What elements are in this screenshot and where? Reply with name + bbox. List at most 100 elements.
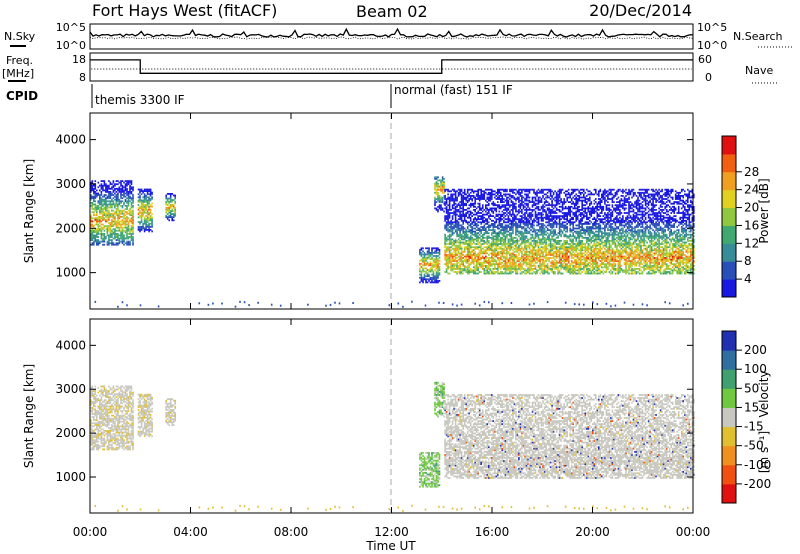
power-echo-point: [435, 184, 438, 186]
power-echo-point: [503, 264, 505, 267]
power-echo-point: [566, 190, 568, 193]
power-echo-point: [148, 219, 150, 222]
power-echo-point: [501, 240, 504, 242]
power-echo-point: [522, 254, 525, 256]
power-echo-point: [111, 239, 113, 241]
power-echo-point: [534, 243, 537, 245]
power-echo-point: [466, 252, 469, 255]
power-echo-point: [537, 219, 540, 222]
power-echo-point: [525, 195, 528, 197]
power-echo-point: [557, 196, 559, 199]
power-echo-point: [435, 201, 438, 203]
power-echo-point: [145, 199, 147, 202]
power-echo-point: [466, 246, 469, 249]
power-echo-point: [93, 187, 95, 190]
power-echo-point: [457, 252, 460, 255]
power-echo-point: [145, 196, 147, 199]
power-echo-point: [501, 272, 504, 275]
power-echo-point: [533, 257, 535, 259]
power-echo-point: [451, 257, 454, 259]
power-echo-point: [471, 195, 473, 197]
power-echo-point: [561, 202, 564, 205]
power-echo-point: [497, 264, 499, 267]
power-echo-point: [105, 236, 107, 238]
power-echo-point: [583, 190, 585, 193]
power-echo-point: [540, 249, 543, 252]
power-echo-point: [519, 199, 522, 202]
power-echo-point: [558, 249, 561, 252]
power-echo-point: [429, 270, 432, 273]
power-echo-point: [462, 198, 464, 200]
power-echo-point: [475, 198, 478, 200]
power-echo-point: [441, 199, 444, 202]
power-echo-point: [97, 225, 100, 227]
power-echo-point: [477, 247, 479, 250]
power-echo-point: [103, 181, 106, 184]
power-echo-point: [486, 266, 489, 269]
power-echo-point: [546, 263, 549, 266]
power-echo-point: [543, 232, 546, 235]
power-echo-point: [151, 224, 153, 227]
power-echo-point: [492, 254, 495, 256]
power-echo-point: [434, 176, 436, 179]
power-echo-point: [100, 209, 103, 212]
power-echo-point: [546, 264, 549, 267]
power-echo-point: [142, 202, 144, 205]
power-echo-point: [485, 249, 487, 252]
power-echo-point: [118, 191, 121, 193]
power-echo-point: [539, 266, 541, 269]
power-echo-point: [450, 235, 452, 238]
power-echo-point: [584, 250, 587, 253]
power-echo-point: [497, 243, 499, 245]
power-echo-point: [572, 218, 574, 221]
power-echo-point: [542, 218, 544, 221]
power-echo-point: [495, 261, 498, 264]
power-echo-point: [515, 263, 517, 266]
power-echo-point: [121, 231, 124, 234]
power-echo-point: [114, 220, 116, 223]
power-echo-point: [579, 219, 582, 222]
power-echo-point: [555, 233, 558, 236]
power-echo-point: [531, 233, 534, 236]
power-echo-point: [495, 232, 498, 235]
power-echo-point: [482, 215, 484, 217]
power-echo-point: [500, 218, 502, 221]
power-echo-point: [504, 244, 507, 247]
power-echo-point: [504, 243, 507, 245]
power-echo-point: [543, 269, 546, 272]
power-echo-point: [437, 188, 439, 191]
power-echo-point: [93, 240, 95, 243]
power-echo-point: [586, 252, 588, 255]
power-echo-point: [486, 241, 489, 244]
power-echo-point: [437, 258, 439, 260]
power-echo-point: [587, 264, 590, 267]
power-echo-point: [466, 254, 469, 256]
power-echo-point: [434, 196, 436, 199]
power-echo-point: [590, 209, 593, 211]
power-echo-point: [466, 236, 469, 239]
power-echo-point: [441, 198, 444, 200]
power-echo-point: [563, 226, 565, 228]
power-echo-point: [500, 224, 502, 227]
power-echo-point: [438, 185, 441, 188]
power-echo-point: [127, 195, 130, 198]
power-echo-point: [445, 246, 448, 249]
power-echo-point: [566, 257, 568, 259]
power-echo-point: [575, 238, 577, 241]
power-echo-point: [165, 194, 167, 197]
power-echo-point: [115, 205, 118, 207]
power-echo-point: [146, 211, 149, 214]
power-echo-point: [457, 244, 460, 247]
power-echo-point: [542, 236, 544, 239]
power-echo-point: [453, 258, 455, 261]
power-echo-point: [527, 195, 529, 197]
power-echo-point: [566, 241, 568, 244]
power-echo-point: [534, 219, 537, 222]
power-echo-point: [560, 235, 562, 238]
power-echo-point: [142, 224, 144, 227]
power-echo-point: [506, 266, 508, 269]
power-echo-point: [587, 232, 590, 235]
power-echo-point: [130, 234, 133, 237]
power-echo-point: [130, 203, 133, 206]
power-echo-point: [583, 232, 585, 235]
